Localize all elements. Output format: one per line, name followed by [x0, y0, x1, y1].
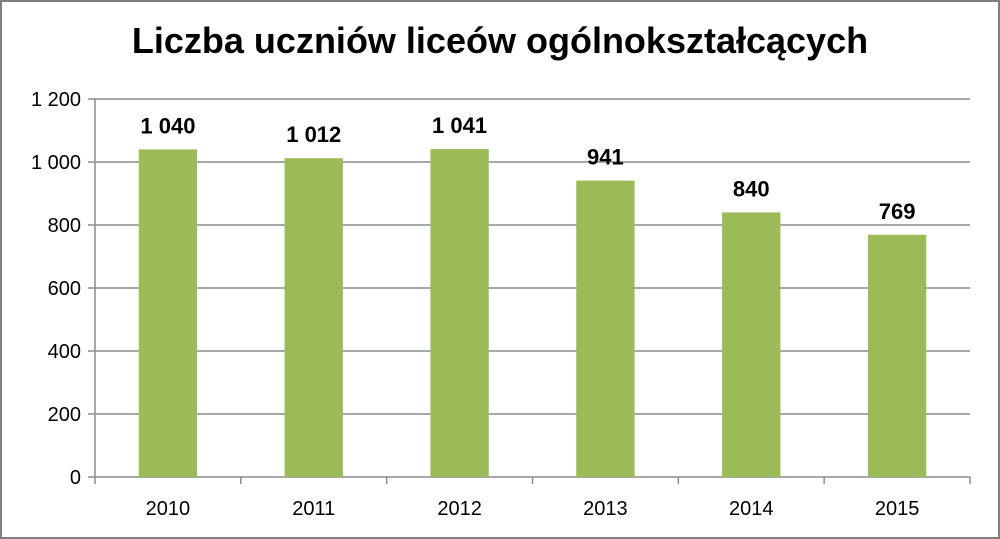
bar-2010: [138, 149, 198, 477]
x-tick-label-2012: 2012: [437, 498, 482, 520]
y-tick-label: 0: [70, 467, 81, 489]
data-label-2015: 769: [879, 199, 916, 224]
x-tick-label-2011: 2011: [292, 498, 335, 520]
bar-2013: [576, 180, 635, 477]
y-tick-label: 200: [48, 404, 81, 426]
bar-2015: [867, 234, 927, 477]
data-label-2013: 941: [587, 145, 624, 170]
x-tick-label-2014: 2014: [729, 498, 774, 520]
x-tick-label-2013: 2013: [583, 498, 628, 520]
bar-2014: [722, 212, 781, 477]
data-label-2010: 1 040: [140, 113, 195, 138]
y-tick-label: 1 000: [31, 152, 81, 174]
x-tick-label-2010: 2010: [146, 498, 191, 520]
bar-2012: [430, 149, 489, 477]
y-tick-label: 400: [48, 341, 81, 363]
y-tick-label: 1 200: [31, 89, 81, 111]
data-label-2012: 1 041: [432, 113, 487, 138]
y-tick-label: 600: [48, 278, 81, 300]
bar-2011: [284, 158, 343, 477]
data-label-2011: 1 012: [286, 122, 341, 147]
x-tick-label-2015: 2015: [875, 498, 920, 520]
chart-title: Liczba uczniów liceów ogólnokształcących: [131, 20, 869, 61]
data-label-2014: 840: [733, 176, 770, 201]
y-tick-label: 800: [48, 215, 81, 237]
